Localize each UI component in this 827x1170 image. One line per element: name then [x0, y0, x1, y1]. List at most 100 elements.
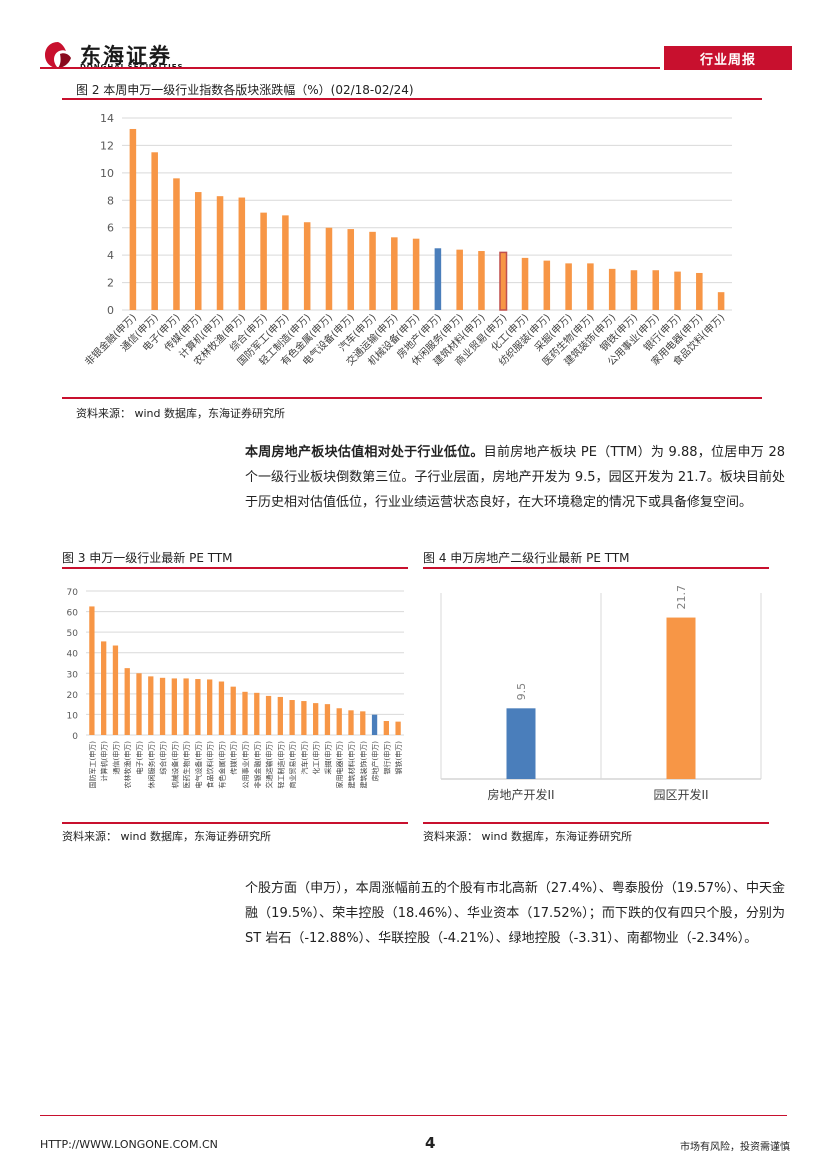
data-label: 21.7 [675, 585, 688, 610]
x-tick-label: 综合(申万) [159, 741, 168, 775]
y-tick-label: 30 [67, 670, 79, 680]
bar [395, 721, 401, 735]
risk-disclaimer: 市场有风险，投资需谨慎 [680, 1142, 790, 1153]
fig2-title: 图 2 本周申万一级行业指数各版块涨跌幅（%）(02/18-02/24) [76, 83, 414, 97]
bar [148, 676, 154, 735]
x-tick-label: 传媒(申万) [229, 741, 238, 775]
bar [391, 237, 398, 310]
bar [565, 263, 572, 310]
x-tick-label: 电气设备(申万) [194, 741, 203, 789]
bar [383, 721, 389, 735]
bar [506, 708, 536, 779]
fig2-chart: 02468101214非银金融(申万)通信(申万)电子(申万)传媒(申万)计算机… [82, 112, 732, 368]
bar [348, 710, 354, 735]
fig4-bottom-rule [423, 822, 769, 824]
bar [456, 249, 463, 310]
bar [260, 212, 267, 310]
x-tick-label: 钢铁(申万) [394, 741, 403, 775]
x-tick-label: 交通运输(申万) [265, 741, 274, 789]
x-tick-label: 国防军工(申万) [88, 741, 97, 789]
bar [238, 197, 246, 310]
x-tick-label: 房地产(申万) [371, 741, 380, 782]
y-tick-label: 8 [107, 194, 114, 207]
fig4-top-rule [423, 567, 769, 569]
fig3-chart: 0 10 20 30 40 50 60 70 国防军工(申万) 计算机(申万) 通信(申万) 农林牧渔… [67, 588, 404, 789]
bar [666, 617, 696, 779]
bar [282, 215, 289, 310]
x-tick-label: 机械设备(申万) [170, 741, 179, 789]
y-tick-label: 0 [107, 304, 114, 317]
bar [630, 270, 638, 310]
bar [303, 222, 311, 310]
x-tick-label: 园区开发II [653, 787, 708, 802]
company-logo-icon [45, 42, 71, 68]
x-tick-label: 有色金属(申万) [217, 741, 226, 789]
x-tick-label: 电子(申万) [135, 741, 144, 775]
x-tick-label: 农林牧渔(申万) [123, 741, 132, 789]
bar [195, 679, 201, 735]
footer-divider [40, 1115, 787, 1116]
bar [434, 248, 442, 310]
bar [608, 268, 616, 310]
bar [218, 681, 225, 735]
y-tick-label: 2 [107, 277, 114, 290]
bar [412, 238, 420, 310]
bar [112, 645, 119, 735]
x-tick-label: 计算机(申万) [100, 741, 109, 782]
bar [254, 692, 260, 735]
bar [371, 714, 378, 735]
y-tick-label: 50 [67, 629, 79, 639]
paragraph-stocks-body: 个股方面（申万），本周涨幅前五的个股有市北高新（27.4%）、粤泰股份（19.5… [245, 881, 785, 946]
fig3-source: 资料来源： wind 数据库，东海证券研究所 [62, 830, 271, 843]
bar [159, 677, 166, 735]
fig3-title: 图 3 申万一级行业最新 PE TTM [62, 551, 233, 565]
y-tick-label: 10 [67, 711, 79, 721]
bar [101, 641, 107, 735]
bar [242, 691, 248, 735]
y-tick-label: 6 [107, 222, 114, 235]
bar [543, 260, 551, 310]
bar [265, 695, 272, 735]
fig2-source: 资料来源： wind 数据库，东海证券研究所 [76, 407, 285, 420]
x-tick-label: 家用电器(申万) [335, 741, 344, 789]
bar [499, 251, 508, 311]
bar [136, 673, 142, 735]
y-tick-label: 0 [72, 732, 78, 742]
x-tick-label: 休闲服务(申万) [147, 741, 156, 789]
y-tick-label: 70 [67, 588, 79, 598]
fig4-title: 图 4 申万房地产二级行业最新 PE TTM [423, 551, 630, 565]
page-number: 4 [425, 1134, 436, 1152]
bar [325, 227, 333, 310]
bar [230, 686, 236, 735]
x-tick-label: 建筑材料(申万) [347, 741, 356, 789]
y-tick-label: 12 [100, 139, 114, 152]
fig2-top-rule [62, 98, 762, 100]
bar [652, 270, 660, 310]
bar [301, 701, 307, 735]
bar [478, 251, 485, 310]
bar [360, 711, 366, 735]
footer-website-link[interactable]: HTTP://WWW.LONGONE.COM.CN [40, 1138, 218, 1151]
bar [277, 696, 283, 735]
bar [129, 128, 137, 310]
bar [347, 229, 355, 310]
bar [587, 263, 594, 310]
paragraph-valuation: 本周房地产板块估值相对处于行业低位。目前房地产板块 PE（TTM）为 9.88，… [245, 440, 785, 515]
y-tick-label: 60 [67, 609, 79, 619]
logo-chinese-text: 东海证券 [80, 44, 172, 68]
x-tick-label: 轻工制造(申万) [276, 741, 285, 789]
x-tick-label: 食品饮料(申万) [206, 741, 215, 789]
y-tick-label: 20 [67, 691, 79, 701]
header-divider [40, 67, 660, 69]
x-tick-label: 通信(申万) [111, 741, 120, 775]
bar [313, 703, 319, 735]
y-tick-label: 40 [67, 650, 79, 660]
x-tick-label: 商业贸易(申万) [288, 741, 297, 789]
x-tick-label: 非银金融(申万) [253, 741, 262, 789]
bar [696, 272, 703, 310]
y-tick-label: 14 [100, 112, 114, 125]
bar [183, 678, 189, 735]
report-type-badge: 行业周报 [664, 46, 792, 70]
bar [89, 606, 95, 735]
x-tick-label: 汽车(申万) [300, 741, 309, 775]
